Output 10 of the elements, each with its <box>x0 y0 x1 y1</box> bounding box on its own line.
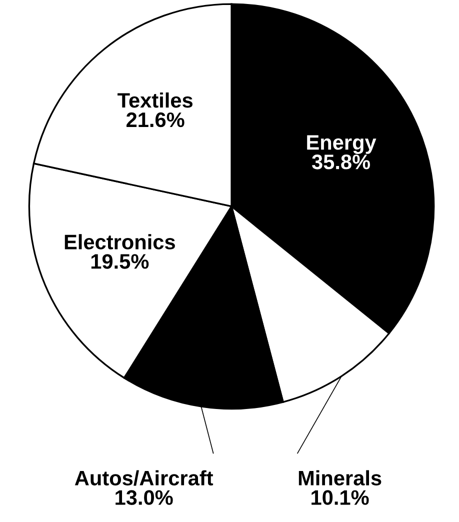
slice-label: Minerals <box>298 470 382 486</box>
data-label: 35.8% <box>312 154 370 170</box>
slice-label: Autos/Aircraft <box>74 470 214 486</box>
slice-label: Textiles <box>118 92 192 108</box>
data-label: 21.6% <box>126 112 184 128</box>
data-label: 13.0% <box>116 490 173 505</box>
slice-label: Energy <box>307 135 376 154</box>
data-label: 19.5% <box>91 254 149 269</box>
data-label: 10.1% <box>312 490 369 505</box>
slice-label: Electronics <box>64 234 175 250</box>
